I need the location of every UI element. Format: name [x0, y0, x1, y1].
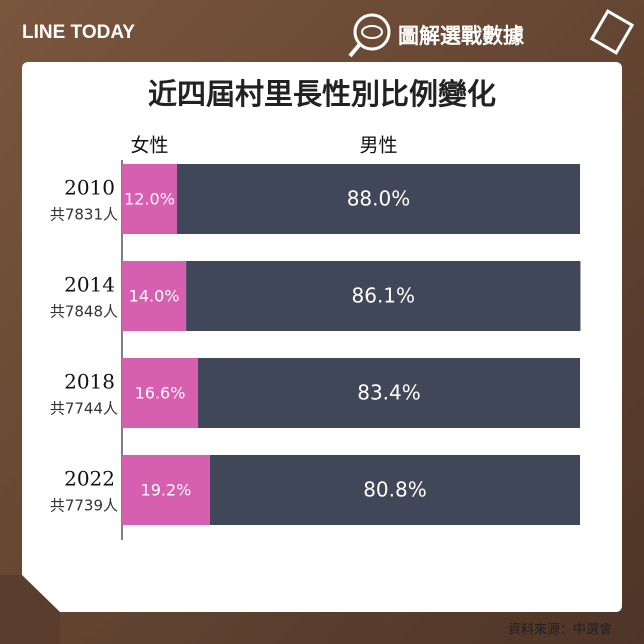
bar-segment: [209, 455, 580, 525]
corner: [0, 575, 60, 644]
value-label: 88.0%: [347, 187, 411, 211]
bar-segment: [186, 261, 581, 331]
bar-segment: [122, 164, 177, 234]
category-sublabel: 共7739人: [50, 497, 118, 515]
value-label: 86.1%: [352, 284, 416, 308]
category-label: 2014: [64, 273, 115, 297]
icon-handle: [348, 42, 362, 58]
bar-segment: [198, 358, 580, 428]
category-sublabel: 共7848人: [50, 303, 118, 321]
bar-segment: [122, 358, 199, 428]
value-label: 83.4%: [357, 381, 421, 405]
icon-lens: [353, 13, 391, 51]
category-label: 2010: [64, 176, 115, 200]
value-label: 12.0%: [124, 190, 175, 209]
category-label: 2022: [64, 467, 115, 491]
category-sublabel: 共7744人: [50, 400, 118, 418]
value-label: 14.0%: [129, 287, 180, 306]
legend-label: 女性: [130, 135, 168, 157]
badge: 圖解選戰數據: [398, 24, 525, 48]
icon-eye: [361, 25, 383, 39]
chart-title: 近四屆村里長性別比例變化: [148, 77, 496, 111]
bar-segment: [122, 261, 187, 331]
value-label: 80.8%: [363, 478, 427, 502]
value-label: 16.6%: [135, 384, 186, 403]
bar-segment: [176, 164, 580, 234]
card: [22, 62, 622, 612]
bar-segment: [122, 455, 210, 525]
icon-ballot: [589, 9, 635, 55]
category-label: 2018: [64, 370, 115, 394]
category-sublabel: 共7831人: [50, 206, 118, 224]
source: 資料來源：中選會: [508, 623, 612, 638]
value-label: 19.2%: [141, 481, 192, 500]
legend-label: 男性: [359, 135, 397, 157]
brand: LINE TODAY: [22, 22, 135, 43]
